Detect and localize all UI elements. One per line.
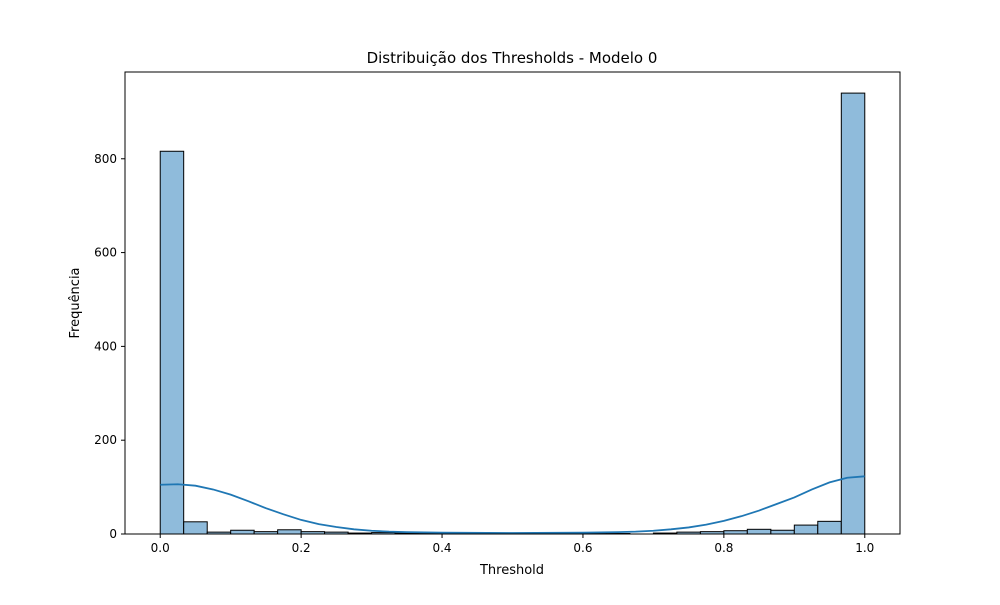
histogram-bar-3 [231,530,254,534]
x-axis-label: Threshold [479,563,544,578]
chart-title: Distribuição dos Thresholds - Modelo 0 [367,49,658,67]
histogram-bar-29 [841,93,864,534]
x-tick-label-0: 0.0 [151,541,170,555]
y-tick-label-3: 600 [94,246,117,260]
y-tick-label-4: 800 [94,152,117,166]
histogram-bar-27 [794,525,817,534]
y-axis-label: Frequência [68,267,83,338]
y-tick-label-1: 200 [94,433,117,447]
kde-layer [160,476,865,533]
y-tick-label-0: 0 [109,527,117,541]
plot-frame [125,72,900,534]
histogram-bar-0 [160,151,183,534]
bars-layer [160,93,865,534]
histogram-bar-5 [278,530,301,534]
x-tick-label-3: 0.6 [573,541,592,555]
x-tick-label-1: 0.2 [292,541,311,555]
x-tick-label-2: 0.4 [432,541,451,555]
x-tick-label-4: 0.8 [714,541,733,555]
histogram-bar-25 [747,529,771,534]
x-axis: 0.0 0.2 0.4 0.6 0.8 1.0 [151,534,875,555]
y-axis: 0 200 400 600 800 [94,152,125,541]
histogram-bar-26 [771,530,794,534]
kde-line [160,476,865,533]
x-tick-label-5: 1.0 [855,541,874,555]
y-tick-label-2: 400 [94,339,117,353]
histogram-bar-1 [184,522,208,534]
histogram-bar-28 [818,521,842,534]
